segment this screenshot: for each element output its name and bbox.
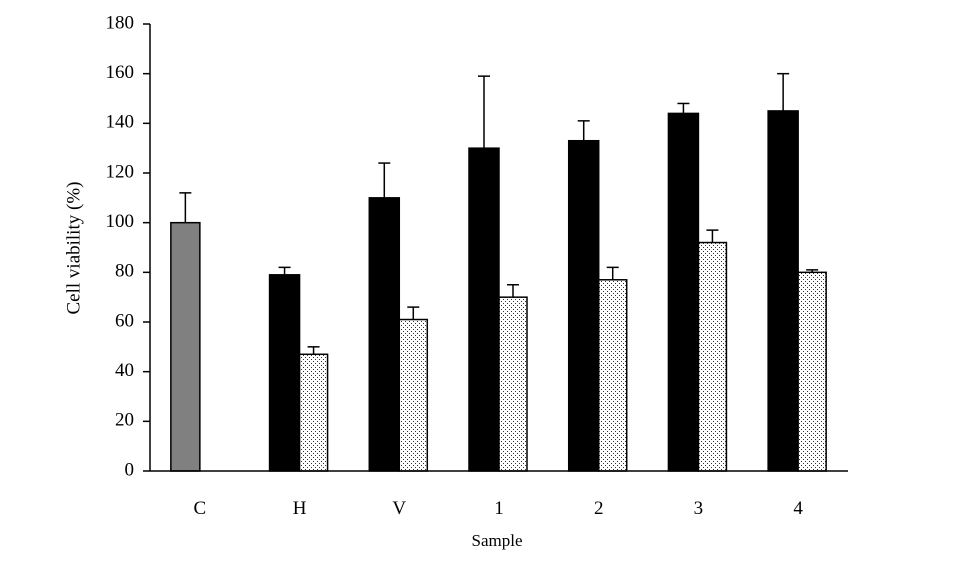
y-tick-label: 0 [125, 459, 135, 480]
bar [667, 112, 700, 472]
y-tick-label: 100 [106, 211, 135, 232]
y-tick-label: 120 [106, 161, 135, 182]
x-tick-label: C [194, 498, 207, 519]
bar [697, 241, 728, 472]
bar [797, 271, 827, 472]
y-tick-label: 140 [106, 112, 135, 133]
x-axis-label: Sample [472, 531, 523, 550]
bar [398, 318, 429, 472]
bar [368, 197, 401, 472]
bar [468, 147, 500, 472]
y-tick-label: 80 [115, 261, 134, 282]
bar [567, 139, 600, 472]
bar [767, 110, 799, 472]
x-tick-label: 1 [494, 498, 504, 519]
x-tick-label: 2 [594, 498, 604, 519]
y-tick-label: 160 [106, 62, 135, 83]
y-tick-label: 180 [106, 12, 135, 33]
bar [298, 353, 329, 472]
bar [597, 279, 628, 472]
x-tick-label: 4 [793, 498, 803, 519]
x-tick-label: H [293, 498, 307, 519]
x-tick-label: 3 [694, 498, 704, 519]
y-tick-label: 40 [115, 360, 134, 381]
y-axis-label: Cell viability (%) [63, 182, 84, 315]
bar [498, 296, 528, 472]
bar [170, 221, 201, 472]
bar [268, 274, 301, 472]
x-tick-label: V [392, 498, 406, 519]
y-tick-label: 60 [115, 310, 134, 331]
y-tick-label: 20 [115, 410, 134, 431]
